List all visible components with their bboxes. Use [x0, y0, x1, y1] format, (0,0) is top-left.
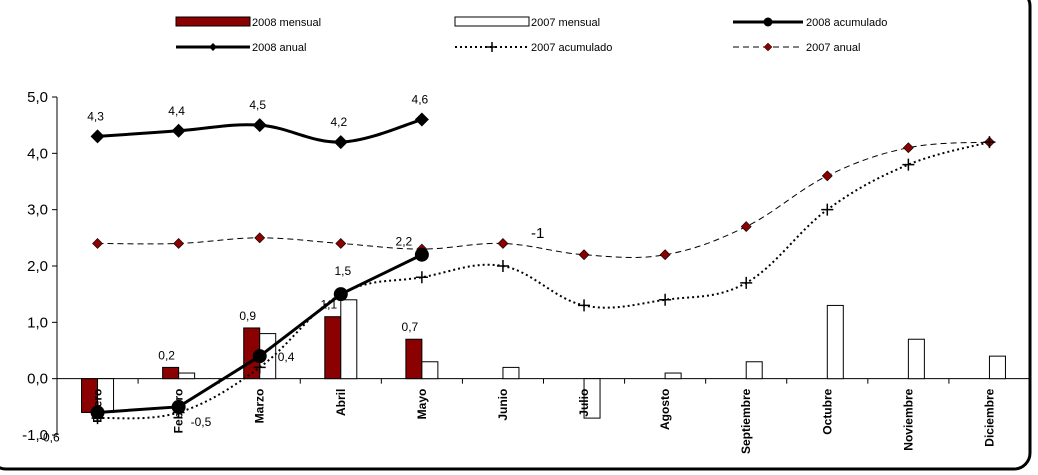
y-axis: -1,0 0,0 1,0 2,0 3,0 4,0 5,0: [22, 89, 58, 444]
legend-marker-2007-anual: [763, 42, 773, 52]
bar-2007-mensual: [502, 366, 520, 380]
marker-2008-acumulado: [252, 349, 267, 364]
annotation-minus-one: -1: [531, 225, 544, 242]
category-label: Marzo: [253, 389, 267, 424]
marker-2008-anual: [90, 129, 105, 144]
y-tick-label: 4,0: [27, 145, 48, 162]
legend-label-2007-mensual: 2007 mensual: [531, 17, 600, 29]
marker-2008-acumulado: [171, 399, 186, 414]
marker-2008-anual: [333, 135, 348, 150]
y-tick-label: 3,0: [27, 202, 48, 219]
marker-2007-acumulado: [415, 271, 428, 284]
bar-2008-mensual: [405, 338, 423, 380]
legend-label-2008-acumulado: 2008 acumulado: [806, 17, 887, 29]
bar-2007-mensual: [988, 355, 1006, 380]
legend-marker-2008-acumulado: [763, 17, 773, 27]
marker-2007-acumulado: [821, 203, 834, 216]
marker-2008-acumulado: [90, 405, 105, 420]
marker-2007-anual: [92, 238, 103, 249]
data-label-2008-anual: 4,4: [168, 104, 185, 118]
marker-2008-acumulado: [414, 247, 429, 262]
category-label: Agosto: [658, 389, 672, 430]
y-tick-label: 0,0: [27, 371, 48, 388]
marker-2007-anual: [821, 170, 833, 182]
legend: 2008 mensual 2007 mensual 2008 acumulado…: [175, 16, 887, 54]
category-label: Febrero: [172, 389, 186, 434]
legend-label-2007-anual: 2007 anual: [806, 42, 860, 54]
data-label-2008-anual: 4,6: [412, 93, 429, 107]
data-label-2008-mensual: 0,7: [402, 320, 419, 334]
marker-2007-acumulado: [578, 299, 591, 312]
category-label: Septiembre: [739, 388, 753, 454]
category-label: Enero: [91, 389, 105, 423]
y-tick-label: 1,0: [27, 314, 48, 331]
legend-label-2008-mensual: 2008 mensual: [252, 17, 321, 29]
category-label: Abril: [334, 389, 348, 416]
marker-2008-acumulado: [333, 287, 348, 302]
data-label-2008-acumulado: 1,5: [334, 264, 351, 278]
bar-2007-mensual: [745, 361, 763, 380]
category-label: Junio: [496, 389, 510, 421]
marker-2007-anual: [254, 232, 266, 244]
category-label: Octubre: [820, 388, 834, 434]
data-label-2008-anual: 4,5: [249, 98, 266, 112]
data-label-2008-acumulado: -0,5: [191, 415, 212, 429]
marker-2007-anual: [740, 221, 752, 232]
bar-2007-mensual: [907, 338, 925, 380]
category-label: Diciembre: [982, 388, 996, 446]
marker-2007-anual: [335, 238, 347, 249]
data-label-2008-anual: 4,2: [330, 115, 347, 129]
series-markers: [90, 112, 996, 425]
data-label-2008-acumulado: 2,2: [396, 235, 413, 249]
data-label-2008-mensual: 0,9: [239, 309, 256, 323]
x-axis: [56, 378, 1031, 384]
marker-2007-anual: [902, 142, 914, 154]
bar-2007-mensual: [583, 378, 601, 419]
marker-2008-anual: [252, 118, 267, 133]
bars: [81, 299, 1006, 419]
bar-2007-mensual: [421, 361, 439, 380]
marker-2007-anual: [173, 238, 185, 249]
category-label: Julio: [577, 389, 591, 417]
bar-2007-mensual: [178, 372, 196, 380]
line-2007-anual: [97, 141, 990, 259]
marker-2007-anual: [659, 249, 671, 261]
legend-swatch-2007-mensual: [454, 16, 530, 27]
bar-2007-mensual: [826, 304, 844, 380]
category-label: Mayo: [415, 389, 429, 420]
legend-label-2007-acumulado: 2007 acumulado: [531, 42, 612, 54]
legend-marker-2007-acumulado: [487, 42, 497, 52]
y-tick-label: -1,0: [22, 427, 48, 444]
marker-2007-anual: [578, 249, 590, 261]
data-label-2008-mensual: -0,6: [39, 431, 60, 445]
line-2007-acumulado: [97, 141, 990, 420]
data-label-2008-mensual: 1,1: [320, 298, 337, 312]
marker-2007-anual: [497, 238, 509, 249]
marker-2007-acumulado: [253, 361, 266, 374]
bar-2007-mensual: [664, 372, 682, 380]
data-labels: 4,3 4,4 4,5 4,2 4,6 -0,6 0,2 0,9 1,1 0,7 -0,5 0,4 1,…: [39, 93, 429, 445]
marker-2007-acumulado: [902, 158, 915, 171]
data-label-2008-acumulado: 0,4: [278, 350, 295, 364]
marker-2008-anual: [414, 112, 429, 127]
legend-marker-2008-anual: [209, 43, 217, 51]
bar-2008-mensual: [162, 366, 180, 380]
legend-swatch-2008-mensual: [175, 16, 251, 27]
data-label-2008-anual: 4,3: [87, 109, 104, 123]
legend-label-2008-anual: 2008 anual: [252, 42, 306, 54]
category-labels: Enero Febrero Marzo Abril Mayo Junio Julio Agos…: [91, 388, 997, 454]
bar-2007-mensual: [340, 299, 358, 380]
y-tick-label: 2,0: [27, 258, 48, 275]
marker-2007-acumulado: [740, 276, 753, 289]
bar-2008-mensual: [324, 316, 342, 380]
marker-2008-anual: [171, 123, 186, 138]
y-tick-label: 5,0: [27, 89, 48, 106]
data-label-2008-mensual: 0,2: [158, 348, 175, 362]
marker-2007-acumulado: [983, 136, 996, 149]
marker-2007-acumulado: [659, 293, 672, 306]
category-label: Noviembre: [901, 388, 915, 450]
marker-2007-acumulado: [496, 260, 509, 272]
